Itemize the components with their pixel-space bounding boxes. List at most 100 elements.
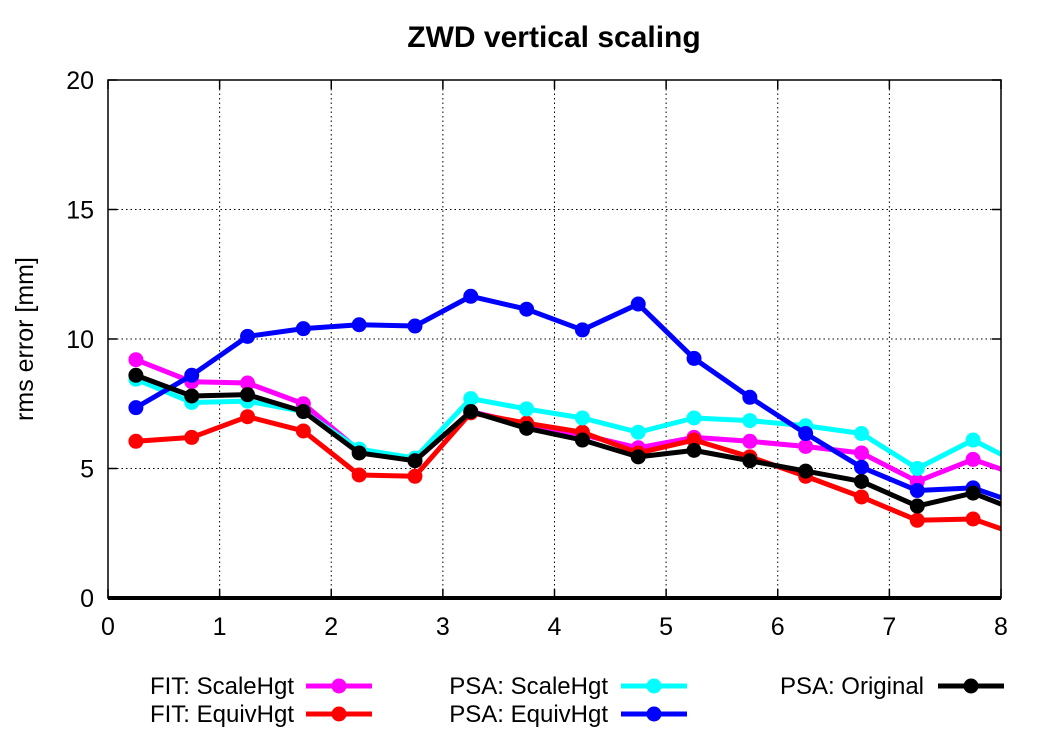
series-psa-equivhgt: [128, 288, 1036, 515]
data-point: [798, 463, 814, 479]
data-point: [742, 433, 758, 449]
legend-label: PSA: EquivHgt: [449, 701, 608, 728]
data-point: [742, 453, 758, 469]
data-point: [909, 498, 925, 514]
chart-title: ZWD vertical scaling: [407, 21, 700, 54]
x-tick-label: 3: [436, 613, 450, 641]
data-point: [965, 485, 981, 501]
legend-swatch-marker: [963, 678, 979, 694]
grid: [108, 80, 1001, 598]
data-point: [351, 317, 367, 333]
data-point: [686, 350, 702, 366]
data-point: [295, 404, 311, 420]
data-point: [128, 367, 144, 383]
legend-label: PSA: ScaleHgt: [449, 673, 608, 700]
data-point: [909, 461, 925, 476]
data-point: [463, 404, 479, 420]
legend-swatch-marker: [331, 678, 347, 694]
data-point: [742, 389, 758, 405]
legend-swatch-marker: [646, 678, 662, 694]
data-point: [407, 453, 423, 469]
data-point: [686, 432, 702, 448]
y-tick-label: 20: [66, 67, 94, 95]
data-point: [463, 391, 479, 407]
x-tick-label: 0: [101, 613, 115, 641]
x-tick-label: 6: [771, 613, 785, 641]
x-tick-label: 5: [659, 613, 673, 641]
data-point: [519, 301, 535, 317]
legend-item: PSA: EquivHgt: [449, 701, 687, 728]
data-point: [184, 388, 200, 404]
data-point: [1021, 461, 1036, 476]
data-point: [686, 442, 702, 458]
x-tick-label: 8: [994, 613, 1008, 641]
legend-item: PSA: ScaleHgt: [449, 673, 687, 700]
data-point: [909, 512, 925, 528]
legend-label: FIT: ScaleHgt: [150, 673, 294, 700]
series-psa-original: [128, 367, 1036, 523]
data-point: [407, 318, 423, 334]
data-point: [295, 423, 311, 439]
x-tick-label: 1: [213, 613, 227, 641]
data-point: [295, 321, 311, 337]
data-point: [965, 511, 981, 527]
data-point: [240, 387, 256, 403]
y-tick-label: 10: [66, 326, 94, 354]
axis-ticks: 0 1 2 3 4 5 6 7 8 0 5 10 15 20: [66, 67, 1008, 641]
data-point: [909, 483, 925, 499]
data-point: [965, 451, 981, 467]
data-point: [853, 459, 869, 475]
legend-swatch-marker: [331, 706, 347, 722]
data-point: [853, 426, 869, 442]
data-point: [519, 420, 535, 436]
y-tick-label: 0: [80, 585, 94, 613]
legend-label: PSA: Original: [780, 673, 924, 700]
data-point: [1021, 471, 1036, 486]
x-tick-label: 7: [882, 613, 896, 641]
data-point: [240, 375, 256, 391]
data-point: [630, 424, 646, 440]
data-point: [184, 429, 200, 445]
data-point: [574, 410, 590, 426]
data-point: [240, 328, 256, 344]
data-point: [184, 367, 200, 383]
series-lines: [128, 288, 1036, 546]
series-fit-equivhgt: [128, 405, 1036, 546]
data-point: [240, 409, 256, 425]
data-point: [574, 322, 590, 338]
data-point: [128, 400, 144, 416]
data-point: [853, 489, 869, 505]
legend-label: FIT: EquivHgt: [150, 701, 294, 728]
legend-item: FIT: EquivHgt: [150, 701, 372, 728]
data-point: [965, 432, 981, 448]
data-point: [351, 467, 367, 483]
y-tick-label: 5: [80, 456, 94, 484]
data-point: [351, 445, 367, 461]
data-point: [407, 468, 423, 484]
data-point: [742, 413, 758, 429]
legend-swatch-marker: [646, 706, 662, 722]
data-point: [1021, 531, 1036, 546]
x-tick-label: 4: [548, 613, 562, 641]
data-point: [798, 438, 814, 454]
data-point: [853, 473, 869, 489]
data-point: [686, 410, 702, 426]
legend-item: FIT: ScaleHgt: [150, 673, 372, 700]
x-tick-label: 2: [324, 613, 338, 641]
data-point: [1021, 508, 1036, 523]
data-point: [1021, 500, 1036, 515]
y-axis-label: rms error [mm]: [11, 257, 39, 421]
data-point: [128, 352, 144, 368]
data-point: [519, 401, 535, 417]
data-point: [463, 288, 479, 304]
data-point: [798, 426, 814, 442]
data-point: [630, 449, 646, 465]
legend-item: PSA: Original: [780, 673, 1004, 700]
y-tick-label: 15: [66, 197, 94, 225]
data-point: [853, 445, 869, 461]
data-point: [630, 296, 646, 312]
data-point: [128, 433, 144, 449]
data-point: [574, 432, 590, 448]
